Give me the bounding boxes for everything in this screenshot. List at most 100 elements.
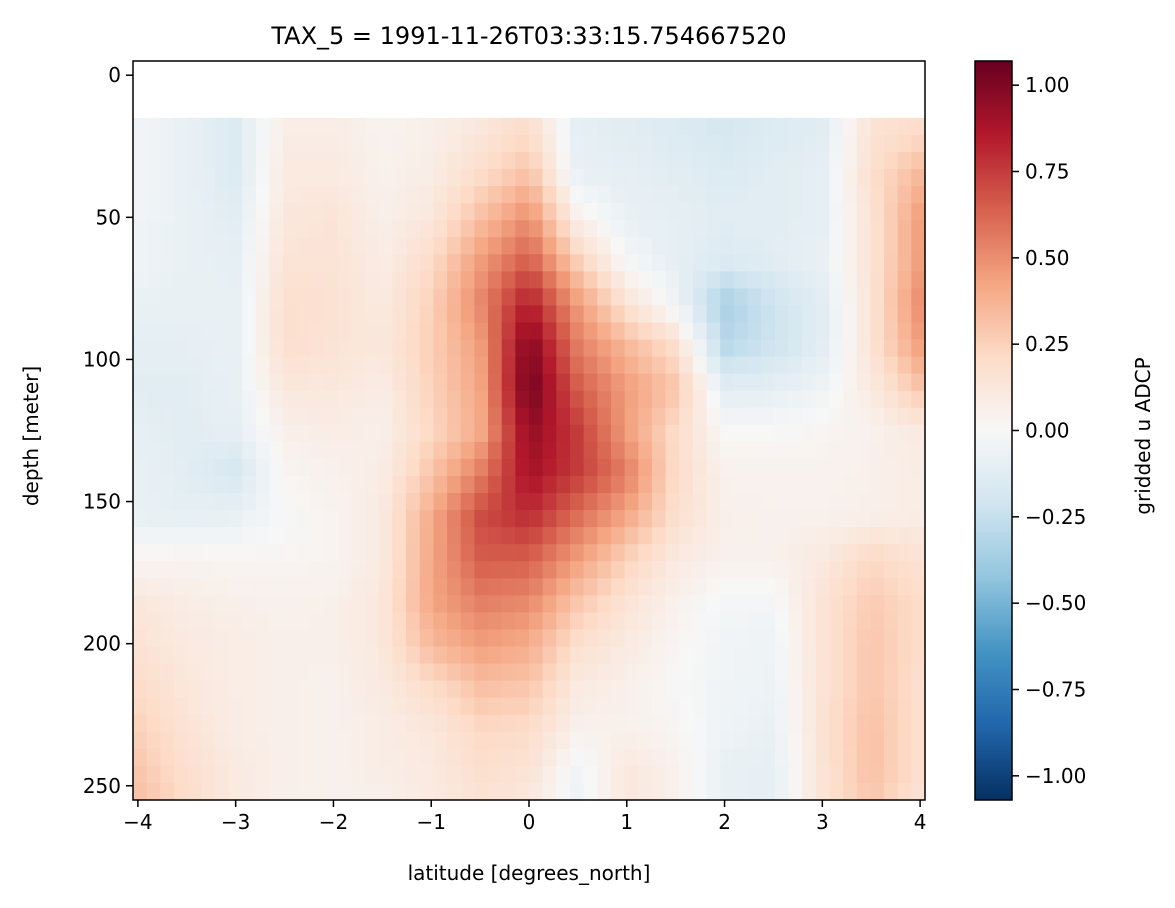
heatmap-cell bbox=[542, 493, 557, 511]
heatmap-cell bbox=[747, 271, 762, 289]
heatmap-cell bbox=[692, 646, 708, 665]
heatmap-cell bbox=[843, 475, 858, 494]
heatmap-cell bbox=[829, 680, 844, 699]
heatmap-cell bbox=[610, 220, 626, 238]
heatmap-cell bbox=[911, 322, 926, 341]
heatmap-cell bbox=[488, 220, 503, 238]
heatmap-cell bbox=[624, 458, 639, 477]
heatmap-cell bbox=[146, 544, 161, 562]
heatmap-cell bbox=[392, 424, 407, 443]
heatmap-cell bbox=[556, 134, 571, 153]
heatmap-cell bbox=[255, 390, 271, 409]
heatmap-cell bbox=[870, 680, 885, 699]
heatmap-cell bbox=[556, 748, 571, 767]
heatmap-cell bbox=[679, 527, 694, 545]
heatmap-cell bbox=[187, 407, 202, 426]
heatmap-cell bbox=[392, 493, 407, 511]
heatmap-cell bbox=[310, 373, 325, 392]
heatmap-cell bbox=[242, 424, 257, 443]
heatmap-cell bbox=[255, 220, 271, 238]
heatmap-cell bbox=[242, 612, 257, 631]
heatmap-cell bbox=[133, 663, 148, 682]
heatmap-cell bbox=[733, 782, 749, 801]
heatmap-cell bbox=[447, 680, 462, 699]
heatmap-cell bbox=[187, 339, 202, 358]
heatmap-cell bbox=[788, 629, 803, 648]
heatmap-cell bbox=[337, 731, 353, 750]
heatmap-cell bbox=[501, 441, 516, 460]
heatmap-cell bbox=[460, 203, 475, 221]
heatmap-cell bbox=[419, 612, 435, 631]
heatmap-cell bbox=[665, 475, 680, 494]
heatmap-cell bbox=[488, 134, 503, 153]
heatmap-cell bbox=[788, 731, 803, 750]
heatmap-cell bbox=[597, 220, 612, 238]
heatmap-cell bbox=[501, 748, 516, 767]
heatmap-cell bbox=[406, 305, 421, 324]
heatmap-cell bbox=[173, 765, 189, 784]
heatmap-cell bbox=[815, 441, 831, 460]
heatmap-cell bbox=[296, 731, 312, 750]
heatmap-cell bbox=[610, 663, 626, 682]
heatmap-cell bbox=[515, 680, 530, 699]
heatmap-cell bbox=[583, 288, 598, 307]
heatmap-cell bbox=[583, 373, 598, 392]
heatmap-cell bbox=[843, 765, 858, 784]
heatmap-cell bbox=[870, 595, 885, 613]
heatmap-cell bbox=[897, 646, 912, 665]
heatmap-cell bbox=[665, 237, 680, 255]
heatmap-cell bbox=[187, 646, 202, 665]
heatmap-cell bbox=[447, 271, 462, 289]
heatmap-cell bbox=[255, 117, 271, 136]
heatmap-cell bbox=[365, 339, 380, 358]
heatmap-cell bbox=[419, 356, 435, 375]
heatmap-cell bbox=[665, 765, 680, 784]
heatmap-cell bbox=[146, 663, 161, 682]
heatmap-cell bbox=[501, 475, 516, 494]
heatmap-cell bbox=[283, 373, 298, 392]
heatmap-cell bbox=[378, 441, 394, 460]
heatmap-cell bbox=[843, 629, 858, 648]
heatmap-cell bbox=[897, 458, 912, 477]
heatmap-cell bbox=[474, 203, 489, 221]
heatmap-cell bbox=[515, 714, 530, 733]
heatmap-cell bbox=[392, 714, 407, 733]
heatmap-cell bbox=[788, 220, 803, 238]
heatmap-cell bbox=[255, 134, 271, 153]
heatmap-cell bbox=[406, 680, 421, 699]
heatmap-cell bbox=[296, 237, 312, 255]
heatmap-cell bbox=[296, 288, 312, 307]
heatmap-cell bbox=[911, 646, 926, 665]
heatmap-cell bbox=[337, 561, 353, 579]
heatmap-cell bbox=[460, 134, 475, 153]
heatmap-cell bbox=[228, 475, 243, 494]
heatmap-cell bbox=[829, 731, 844, 750]
heatmap-cell bbox=[542, 151, 557, 170]
heatmap-cell bbox=[529, 748, 544, 767]
heatmap-cell bbox=[351, 288, 366, 307]
heatmap-cell bbox=[378, 220, 394, 238]
heatmap-cell bbox=[269, 390, 284, 409]
heatmap-cell bbox=[269, 561, 284, 579]
heatmap-cell bbox=[433, 373, 448, 392]
heatmap-cell bbox=[337, 288, 353, 307]
heatmap-cell bbox=[214, 424, 230, 443]
heatmap-cell bbox=[365, 220, 380, 238]
heatmap-cell bbox=[146, 169, 161, 187]
heatmap-cell bbox=[228, 356, 243, 375]
heatmap-cell bbox=[706, 390, 721, 409]
heatmap-cell bbox=[433, 595, 448, 613]
heatmap-cell bbox=[843, 578, 858, 596]
heatmap-cell bbox=[638, 458, 653, 477]
heatmap-cell bbox=[255, 322, 271, 341]
heatmap-cell bbox=[201, 680, 216, 699]
heatmap-cell bbox=[692, 339, 708, 358]
heatmap-cell bbox=[392, 322, 407, 341]
heatmap-cell bbox=[392, 356, 407, 375]
heatmap-cell bbox=[515, 441, 530, 460]
heatmap-cell bbox=[515, 237, 530, 255]
heatmap-cell bbox=[692, 629, 708, 648]
heatmap-cell bbox=[447, 305, 462, 324]
heatmap-cell bbox=[556, 390, 571, 409]
heatmap-cell bbox=[856, 527, 871, 545]
